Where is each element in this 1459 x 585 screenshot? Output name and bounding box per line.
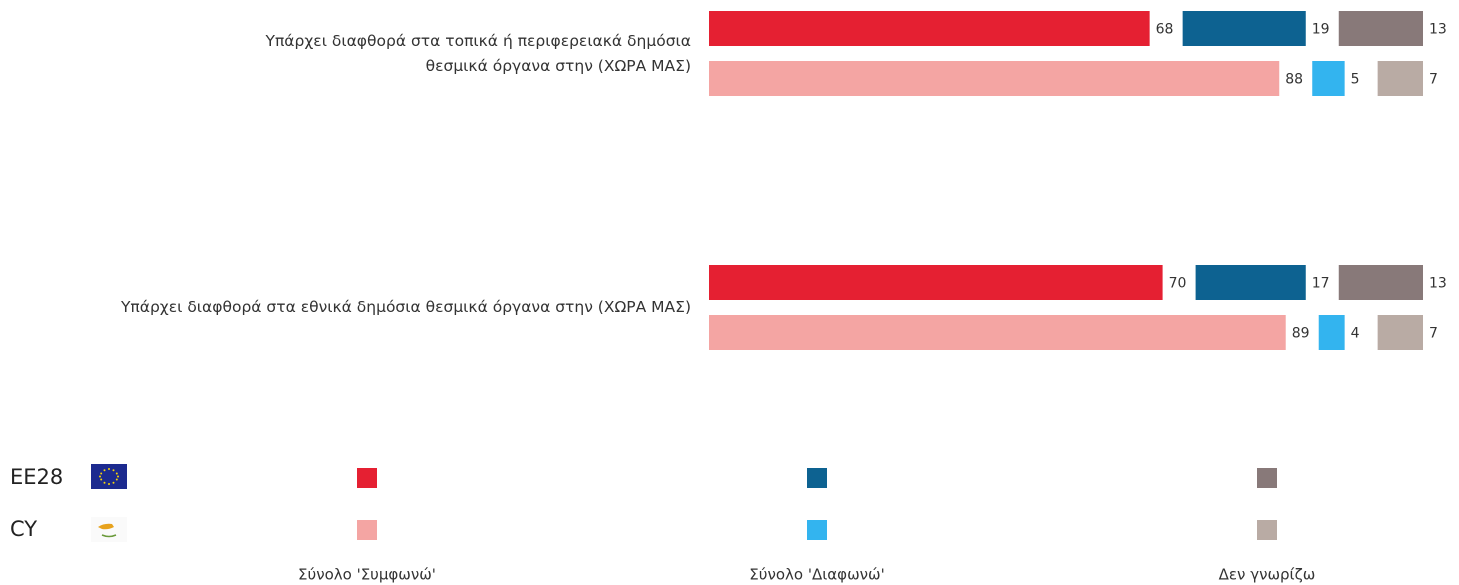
legend-swatch: [807, 468, 827, 488]
cy-flag: [91, 517, 127, 542]
category-label: Υπάρχει διαφθορά στα εθνικά δημόσια θεσμ…: [120, 298, 691, 316]
value-label: 7: [1429, 72, 1438, 88]
value-label: 13: [1429, 276, 1447, 292]
bar: [1377, 61, 1423, 96]
bar: [1182, 11, 1306, 46]
legend-swatch: [357, 520, 377, 540]
bar: [709, 315, 1286, 350]
value-label: 4: [1351, 326, 1360, 342]
category-label-line: θεσμικά όργανα στην (ΧΩΡΑ ΜΑΣ): [426, 57, 691, 75]
bar: [1338, 265, 1423, 300]
bar: [709, 11, 1150, 46]
category-label: Υπάρχει διαφθορά στα τοπικά ή περιφερεια…: [265, 32, 692, 75]
row-label: CY: [10, 517, 37, 541]
legend-swatch: [807, 520, 827, 540]
value-label: 7: [1429, 326, 1438, 342]
bar: [1318, 315, 1345, 350]
bar: [1377, 315, 1423, 350]
bar: [709, 61, 1280, 96]
legend-swatch: [1257, 468, 1277, 488]
bar: [1312, 61, 1345, 96]
bar: [709, 265, 1163, 300]
legend-label: Δεν γνωρίζω: [1219, 566, 1316, 584]
legend-label: Σύνολο 'Συμφωνώ': [298, 566, 436, 584]
row-label: EE28: [10, 465, 63, 489]
category-label-line: Υπάρχει διαφθορά στα τοπικά ή περιφερεια…: [265, 32, 692, 50]
value-label: 17: [1312, 276, 1330, 292]
value-label: 88: [1285, 72, 1303, 88]
legend-label: Σύνολο 'Διαφωνώ': [749, 566, 884, 584]
legend-swatch: [357, 468, 377, 488]
bar: [1195, 265, 1306, 300]
value-label: 68: [1156, 22, 1174, 38]
legend-swatch: [1257, 520, 1277, 540]
value-label: 19: [1312, 22, 1330, 38]
eu-flag: [91, 464, 127, 489]
value-label: 89: [1292, 326, 1310, 342]
bar: [1338, 11, 1423, 46]
value-label: 70: [1169, 276, 1187, 292]
value-label: 5: [1351, 72, 1360, 88]
value-label: 13: [1429, 22, 1447, 38]
